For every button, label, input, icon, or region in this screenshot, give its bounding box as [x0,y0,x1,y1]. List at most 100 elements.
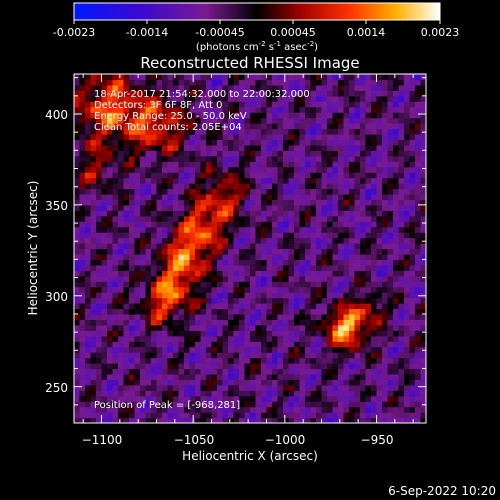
heatmap-cell [288,308,295,315]
heatmap-cell [299,286,306,293]
heatmap-cell [222,346,229,353]
heatmap-cell [195,166,202,173]
heatmap-cell [294,341,301,348]
heatmap-cell [332,90,339,97]
heatmap-cell [96,324,103,331]
heatmap-cell [134,412,141,419]
heatmap-cell [107,286,114,293]
heatmap-cell [211,270,218,277]
heatmap-cell [354,390,361,397]
heatmap-cell [195,193,202,201]
heatmap-cell [79,199,86,206]
heatmap-cell [310,412,317,419]
heatmap-cell [162,74,169,81]
heatmap-cell [189,324,196,331]
heatmap-cell [217,270,224,277]
heatmap-cell [79,243,86,250]
heatmap-cell [189,155,196,162]
heatmap-cell [239,243,246,250]
heatmap-cell [156,128,163,135]
heatmap-cell [420,177,426,184]
heatmap-cell [140,243,147,250]
heatmap-cell [173,172,180,179]
heatmap-cell [360,90,367,97]
heatmap-cell [74,281,81,288]
heatmap-cell [266,363,273,370]
heatmap-cell [349,335,356,342]
heatmap-cell [200,281,207,288]
heatmap-cell [200,79,207,86]
heatmap-cell [261,226,268,233]
heatmap-cell [305,74,312,81]
heatmap-cell [360,133,367,141]
heatmap-cell [288,199,295,206]
heatmap-cell [134,330,141,337]
heatmap-cell [321,259,328,266]
heatmap-cell [140,292,147,299]
heatmap-cell [96,341,103,348]
heatmap-cell [332,390,339,397]
heatmap-cell [140,324,147,331]
heatmap-cell [107,319,114,326]
heatmap-cell [360,248,367,255]
heatmap-cell [112,95,119,102]
heatmap-cell [332,183,339,190]
heatmap-cell [338,183,345,190]
heatmap-cell [244,406,251,413]
heatmap-cell [332,204,339,211]
heatmap-cell [376,177,383,184]
heatmap-cell [404,166,411,173]
heatmap-cell [162,352,169,359]
heatmap-cell [140,183,147,190]
colorbar-tick-label: -0.0023 [53,26,95,39]
heatmap-cell [371,112,378,119]
heatmap-cell [96,106,103,113]
heatmap-cell [327,215,334,222]
heatmap-cell [371,313,378,320]
heatmap-cell [354,106,361,113]
heatmap-cell [217,226,224,233]
heatmap-cell [398,90,405,97]
heatmap-cell [250,264,257,271]
heatmap-cell [79,412,86,419]
heatmap-cell [123,412,130,419]
heatmap-cell [299,319,306,326]
heatmap-cell [222,352,229,359]
heatmap-cell [107,297,114,304]
heatmap-cell [167,292,174,299]
heatmap-cell [327,303,334,310]
heatmap-cell [90,150,97,157]
heatmap-cell [162,90,169,97]
heatmap-cell [255,79,262,86]
heatmap-cell [151,286,158,293]
heatmap-cell [206,395,213,402]
heatmap-cell [101,193,108,201]
heatmap-cell [134,417,141,423]
heatmap-cell [140,308,147,315]
heatmap-cell [266,292,273,299]
heatmap-cell [101,341,108,348]
heatmap-cell [140,74,147,81]
heatmap-cell [376,352,383,359]
heatmap-cell [354,341,361,348]
heatmap-cell [239,106,246,113]
heatmap-cell [415,259,422,266]
heatmap-cell [387,101,394,108]
heatmap-cell [79,84,86,91]
heatmap-cell [244,215,251,222]
heatmap-cell [255,417,262,423]
heatmap-cell [140,226,147,233]
heatmap-cell [184,335,191,342]
heatmap-cell [393,373,400,380]
heatmap-cell [123,123,130,130]
heatmap-cell [294,303,301,310]
heatmap-cell [156,117,163,124]
heatmap-cell [272,352,279,359]
heatmap-cell [134,117,141,124]
heatmap-cell [156,417,163,423]
heatmap-cell [162,188,169,195]
heatmap-cell [107,281,114,288]
heatmap-cell [310,259,317,266]
heatmap-cell [415,166,422,173]
heatmap-cell [332,264,339,271]
